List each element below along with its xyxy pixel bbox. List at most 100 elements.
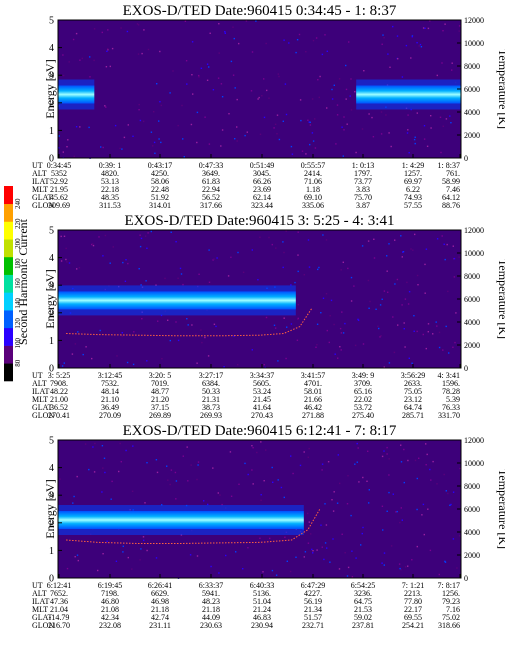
- table-cell: 53.13: [101, 177, 119, 186]
- noise-speckle: [125, 259, 127, 261]
- noise-speckle: [282, 120, 284, 122]
- table-cell: 64.74: [404, 403, 422, 412]
- table-cell: 3:49: 9: [352, 371, 374, 380]
- noise-speckle: [408, 152, 410, 154]
- y-tick-label: 4: [49, 253, 54, 264]
- y-tick-label: 0: [49, 364, 54, 375]
- noise-speckle: [200, 329, 202, 331]
- noise-speckle: [126, 361, 129, 364]
- y2-tick-label: 12000: [464, 226, 484, 235]
- noise-speckle: [368, 489, 370, 491]
- noise-speckle: [230, 256, 232, 258]
- noise-speckle: [139, 234, 141, 236]
- noise-speckle: [361, 245, 364, 247]
- noise-speckle: [200, 67, 203, 69]
- noise-speckle: [335, 143, 337, 145]
- noise-speckle: [261, 95, 263, 97]
- noise-speckle: [351, 550, 353, 552]
- table-cell: 69.10: [304, 193, 322, 202]
- noise-speckle: [59, 478, 61, 480]
- noise-speckle: [296, 39, 299, 41]
- noise-speckle: [401, 519, 403, 521]
- noise-speckle: [206, 63, 209, 65]
- noise-speckle: [295, 51, 297, 54]
- noise-speckle: [290, 323, 293, 325]
- noise-speckle: [62, 74, 65, 77]
- table-row-label: ILAT: [32, 387, 49, 396]
- noise-speckle: [101, 491, 103, 493]
- noise-speckle: [345, 64, 347, 67]
- noise-speckle: [127, 124, 129, 126]
- noise-speckle: [426, 453, 428, 456]
- y2-tick-label: 8000: [464, 482, 480, 491]
- colorbar: 80 100 120 140 160 180 200 220 240 Second Harmon…: [4, 186, 30, 382]
- noise-speckle: [204, 336, 206, 339]
- noise-speckle: [443, 473, 445, 476]
- noise-speckle: [438, 573, 440, 576]
- noise-speckle: [444, 23, 446, 25]
- noise-speckle: [190, 464, 192, 466]
- table-cell: 45.62: [50, 193, 68, 202]
- noise-speckle: [225, 554, 227, 557]
- noise-speckle: [305, 51, 307, 53]
- table-cell: 22.17: [404, 605, 422, 614]
- noise-speckle: [251, 349, 253, 351]
- colorbar-tick-label: 220: [14, 218, 22, 229]
- y2-tick-label: 2000: [464, 131, 480, 140]
- table-cell: 5605.: [253, 379, 271, 388]
- noise-speckle: [319, 75, 321, 78]
- table-cell: 22.02: [354, 395, 372, 404]
- table-cell: 323.44: [251, 201, 273, 210]
- noise-speckle: [333, 323, 335, 326]
- noise-speckle: [454, 341, 456, 344]
- noise-speckle: [383, 366, 385, 368]
- noise-speckle: [119, 442, 121, 445]
- noise-speckle: [388, 491, 390, 494]
- noise-speckle: [179, 267, 182, 270]
- noise-speckle: [61, 365, 64, 367]
- noise-speckle: [58, 147, 60, 149]
- table-cell: 1256.: [442, 589, 460, 598]
- noise-speckle: [212, 259, 214, 261]
- noise-speckle: [316, 323, 319, 325]
- y-tick-label: 3: [49, 491, 54, 502]
- noise-speckle: [355, 557, 357, 559]
- noise-speckle: [331, 98, 334, 100]
- table-cell: 275.40: [352, 411, 374, 420]
- noise-speckle: [212, 467, 214, 469]
- noise-speckle: [368, 307, 370, 309]
- noise-speckle: [89, 56, 91, 58]
- noise-speckle: [336, 104, 339, 106]
- noise-speckle: [198, 273, 200, 275]
- noise-speckle: [427, 27, 430, 30]
- noise-speckle: [75, 126, 78, 128]
- noise-speckle: [259, 133, 262, 135]
- noise-speckle: [251, 469, 253, 471]
- noise-speckle: [276, 114, 279, 116]
- noise-speckle: [331, 499, 333, 501]
- noise-speckle: [118, 470, 120, 473]
- noise-speckle: [361, 532, 363, 535]
- noise-speckle: [307, 119, 309, 121]
- noise-speckle: [340, 269, 342, 271]
- noise-speckle: [309, 143, 311, 146]
- noise-speckle: [317, 79, 319, 81]
- noise-speckle: [185, 60, 188, 62]
- noise-speckle: [435, 321, 437, 323]
- noise-speckle: [339, 482, 341, 485]
- noise-speckle: [251, 51, 254, 53]
- table-row-label: MLT: [32, 395, 48, 404]
- noise-speckle: [237, 364, 239, 366]
- noise-speckle: [423, 125, 426, 127]
- noise-speckle: [271, 243, 273, 246]
- noise-speckle: [166, 465, 168, 467]
- table-cell: 231.11: [149, 621, 171, 630]
- table-cell: 5136.: [253, 589, 271, 598]
- noise-speckle: [332, 538, 334, 540]
- noise-speckle: [161, 504, 163, 506]
- noise-speckle: [429, 468, 431, 471]
- noise-speckle: [109, 262, 111, 264]
- y2-tick-label: 12000: [464, 436, 484, 445]
- table-row-label: ALT: [32, 169, 47, 178]
- y2-tick-label: 10000: [464, 459, 484, 468]
